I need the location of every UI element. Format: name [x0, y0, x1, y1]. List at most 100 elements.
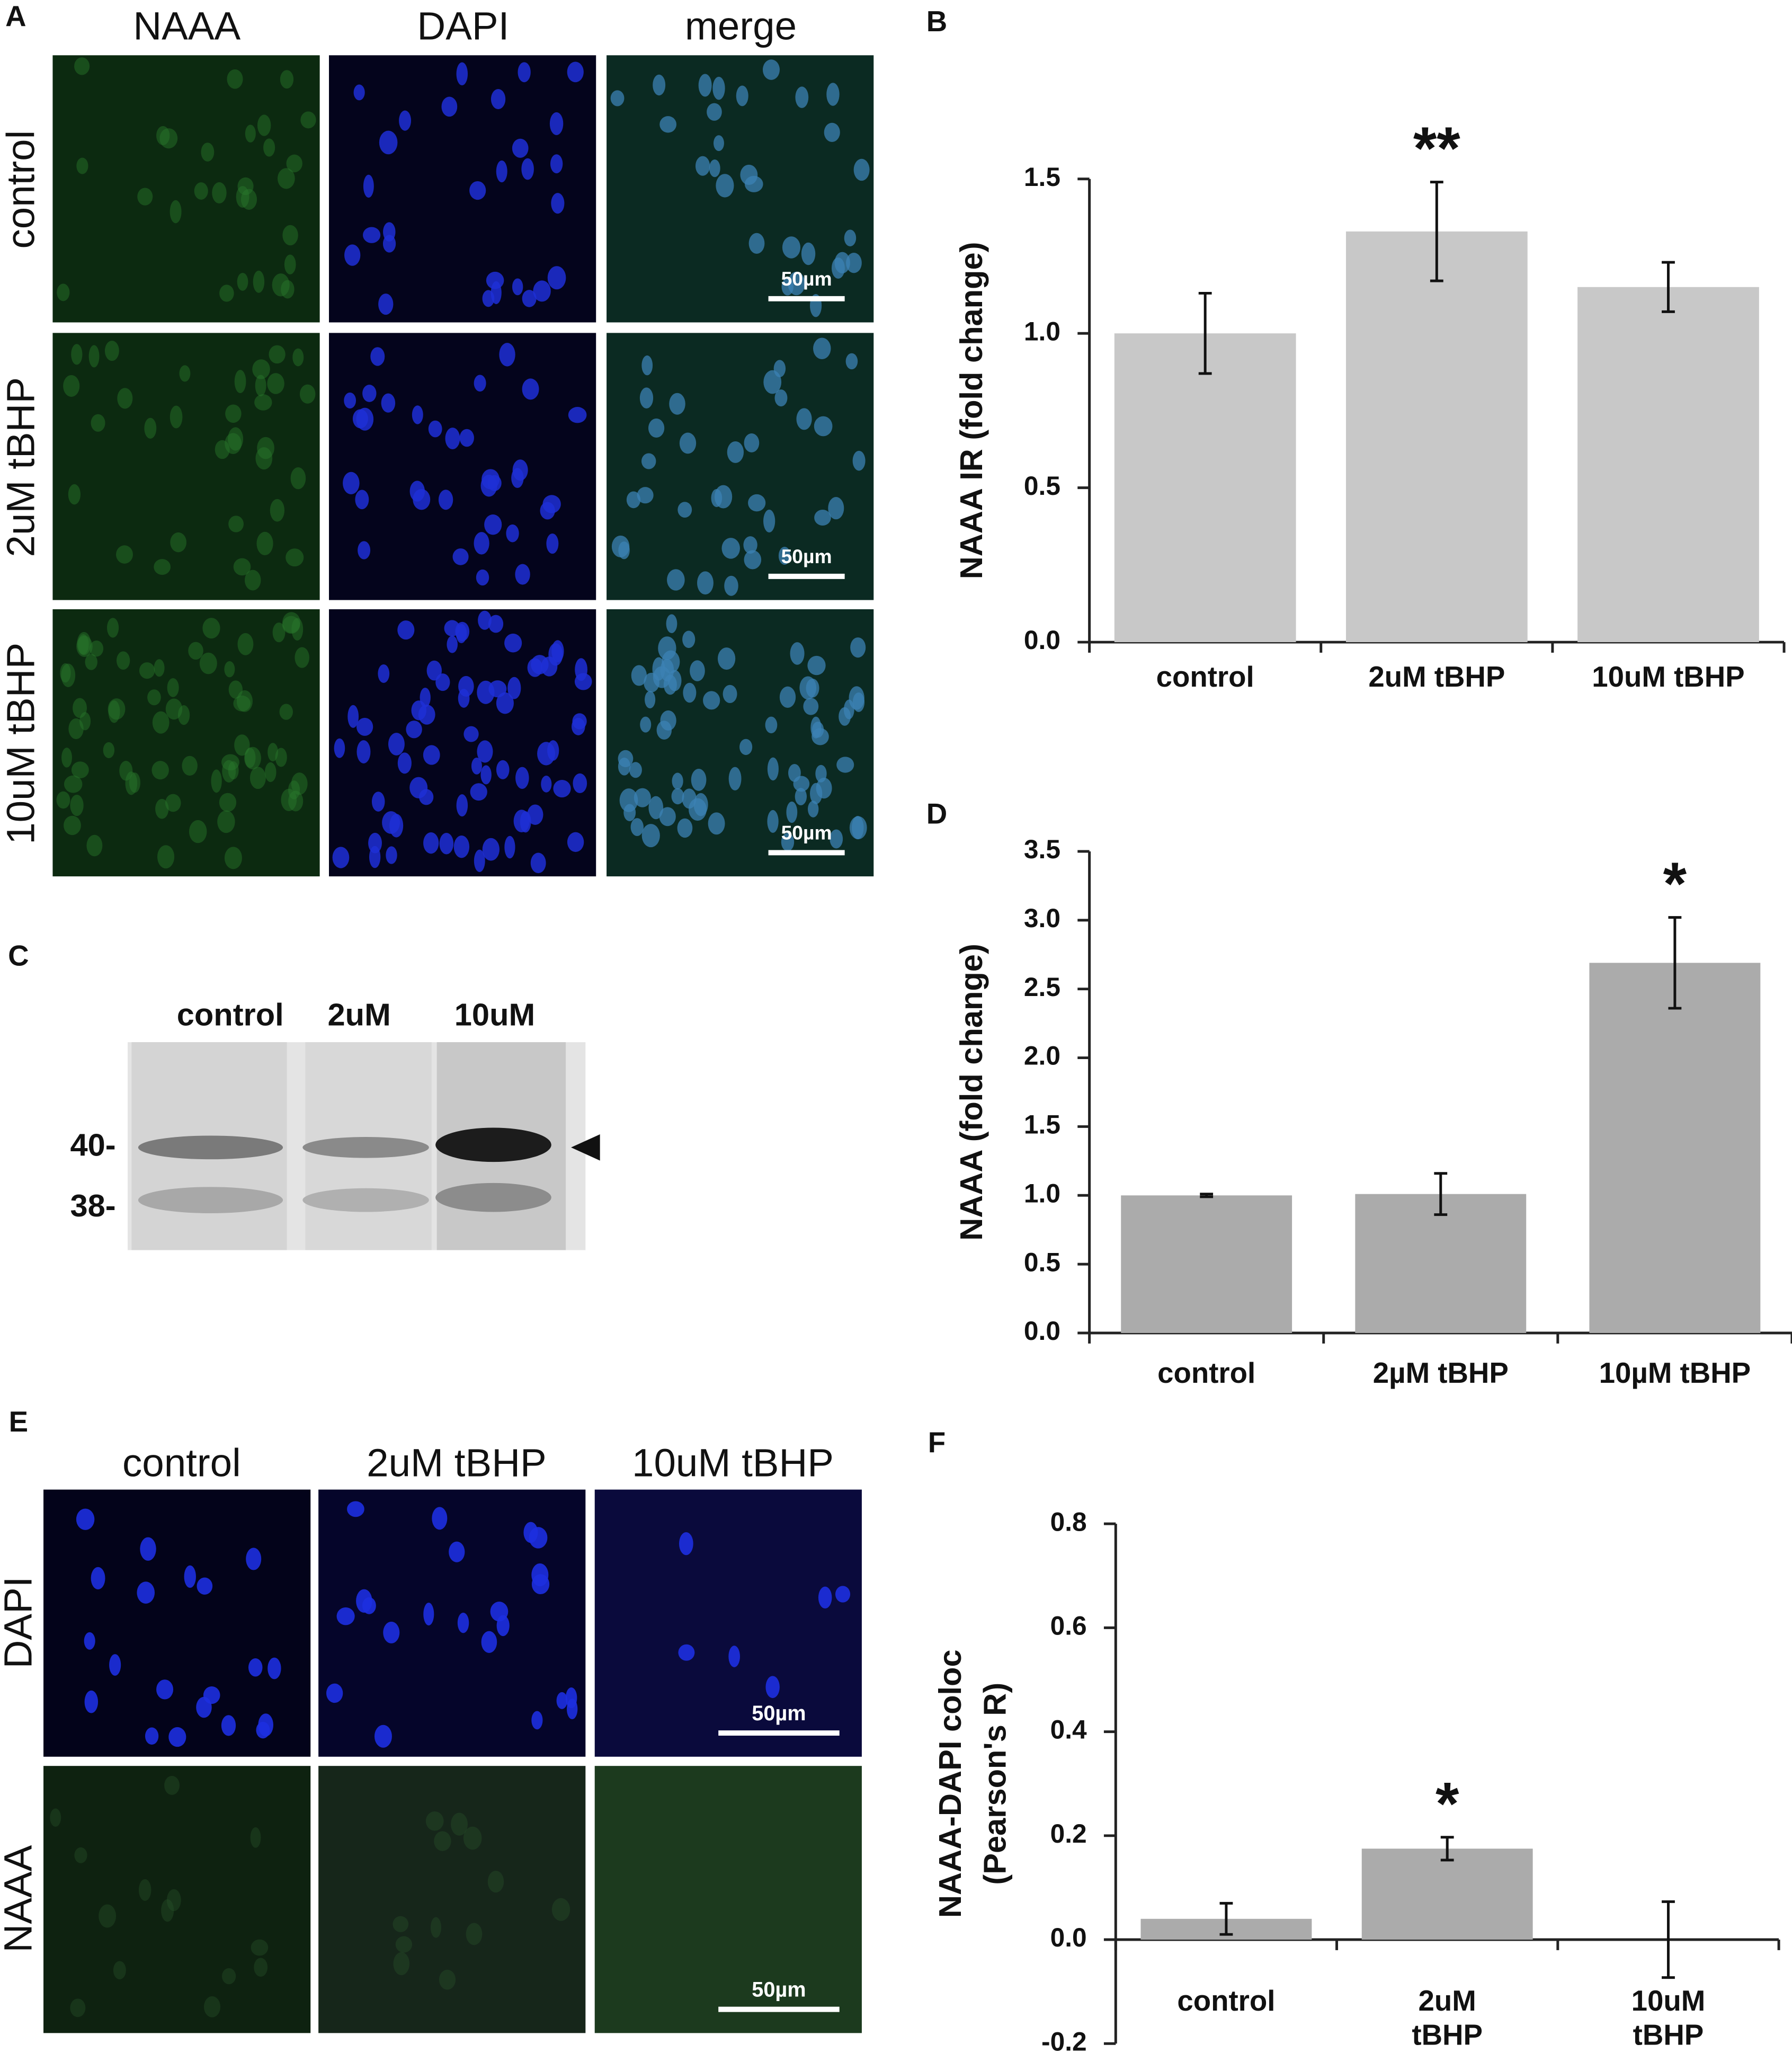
nucleus	[397, 752, 412, 774]
nucleus	[56, 791, 70, 809]
nucleus	[300, 111, 316, 129]
nucleus	[116, 545, 133, 564]
nucleus	[474, 532, 489, 555]
nucleus	[189, 820, 207, 843]
nucleus	[456, 62, 468, 86]
nucleus	[344, 392, 356, 408]
nucleus	[469, 181, 486, 200]
nucleus	[423, 1603, 434, 1626]
nucleus	[518, 62, 531, 83]
nucleus	[477, 680, 495, 704]
x-tick-label: 2µM tBHP	[1373, 1357, 1509, 1389]
nucleus	[137, 1581, 155, 1604]
nucleus	[641, 824, 660, 848]
band-arrow	[571, 1134, 600, 1161]
nucleus	[237, 272, 248, 291]
nucleus	[352, 409, 368, 429]
micrograph	[43, 1489, 311, 1757]
nucleus	[103, 742, 115, 759]
nucleus	[512, 138, 529, 158]
micrograph	[52, 55, 320, 323]
nucleus	[236, 690, 253, 712]
nucleus	[74, 1847, 87, 1863]
nucleus	[393, 1952, 410, 1976]
error-bar	[1198, 291, 1212, 375]
nucleus	[547, 740, 559, 761]
nucleus	[395, 1936, 413, 1953]
nucleus	[788, 763, 801, 782]
nucleus	[147, 689, 161, 706]
nucleus	[165, 698, 183, 720]
nucleus	[106, 618, 119, 638]
nucleus	[221, 754, 239, 771]
nucleus	[63, 375, 80, 397]
nucleus	[85, 654, 97, 670]
nucleus	[374, 1725, 392, 1748]
nucleus	[343, 472, 360, 495]
nucleus	[648, 418, 665, 438]
nucleus	[168, 1727, 186, 1747]
nucleus	[476, 569, 489, 586]
nucleus	[573, 773, 587, 794]
nucleus	[748, 233, 765, 254]
nucleus	[515, 767, 529, 789]
x-tick-label: control	[1157, 1357, 1255, 1389]
nucleus	[234, 370, 246, 394]
scale-bar-label: 50µm	[781, 545, 832, 567]
blot-band	[302, 1188, 429, 1212]
column-header: 2uM tBHP	[367, 1441, 547, 1485]
nucleus	[202, 618, 220, 639]
panel-label: A	[5, 0, 26, 32]
nucleus	[556, 1692, 568, 1709]
nucleus	[166, 1889, 181, 1912]
nucleus	[767, 757, 779, 781]
nucleus	[221, 1968, 236, 1985]
nucleus	[470, 783, 487, 801]
blot-band	[138, 1135, 283, 1160]
bar	[1114, 333, 1296, 643]
nucleus	[484, 514, 502, 535]
nucleus	[119, 761, 133, 781]
nucleus	[744, 550, 762, 570]
nucleus	[139, 662, 155, 679]
nucleus	[672, 772, 683, 790]
column-header: control	[122, 1441, 241, 1485]
nucleus	[84, 1690, 99, 1713]
nucleus	[458, 676, 474, 697]
nucleus	[155, 798, 169, 819]
nucleus	[521, 158, 534, 180]
nucleus	[383, 222, 396, 242]
nucleus	[490, 1602, 509, 1622]
nucleus	[553, 779, 571, 798]
nucleus	[765, 1676, 780, 1699]
x-tick-label: 10uM tBHP	[1631, 1984, 1706, 2052]
nucleus	[496, 760, 510, 779]
lane-label: 2uM	[328, 997, 391, 1033]
column-header: NAAA	[133, 4, 240, 48]
y-tick-label: -0.2	[1041, 2027, 1087, 2056]
nucleus	[659, 807, 676, 826]
y-axis-label: NAAA (fold change)	[953, 944, 989, 1241]
y-tick-label: 0.8	[1050, 1507, 1087, 1536]
bar	[1355, 1194, 1527, 1334]
nucleus	[482, 838, 500, 861]
y-tick-label: 0.6	[1050, 1611, 1087, 1640]
nucleus	[156, 126, 170, 145]
lane-label: 10uM	[454, 997, 535, 1033]
nucleus	[677, 818, 693, 838]
nucleus	[88, 345, 100, 368]
micrograph	[52, 609, 320, 877]
nucleus	[850, 637, 866, 658]
nucleus	[527, 804, 543, 825]
nucleus	[237, 177, 254, 195]
nucleus	[809, 783, 823, 804]
nucleus	[773, 360, 786, 377]
nucleus	[630, 818, 644, 837]
x-tick-label-box: 2uM tBHP	[1412, 1984, 1483, 2051]
nucleus	[712, 76, 725, 100]
nucleus	[91, 414, 105, 432]
nucleus	[151, 761, 169, 780]
nucleus	[388, 733, 405, 756]
nucleus	[144, 417, 157, 439]
x-tick-label: 2uM tBHP	[1368, 661, 1505, 693]
